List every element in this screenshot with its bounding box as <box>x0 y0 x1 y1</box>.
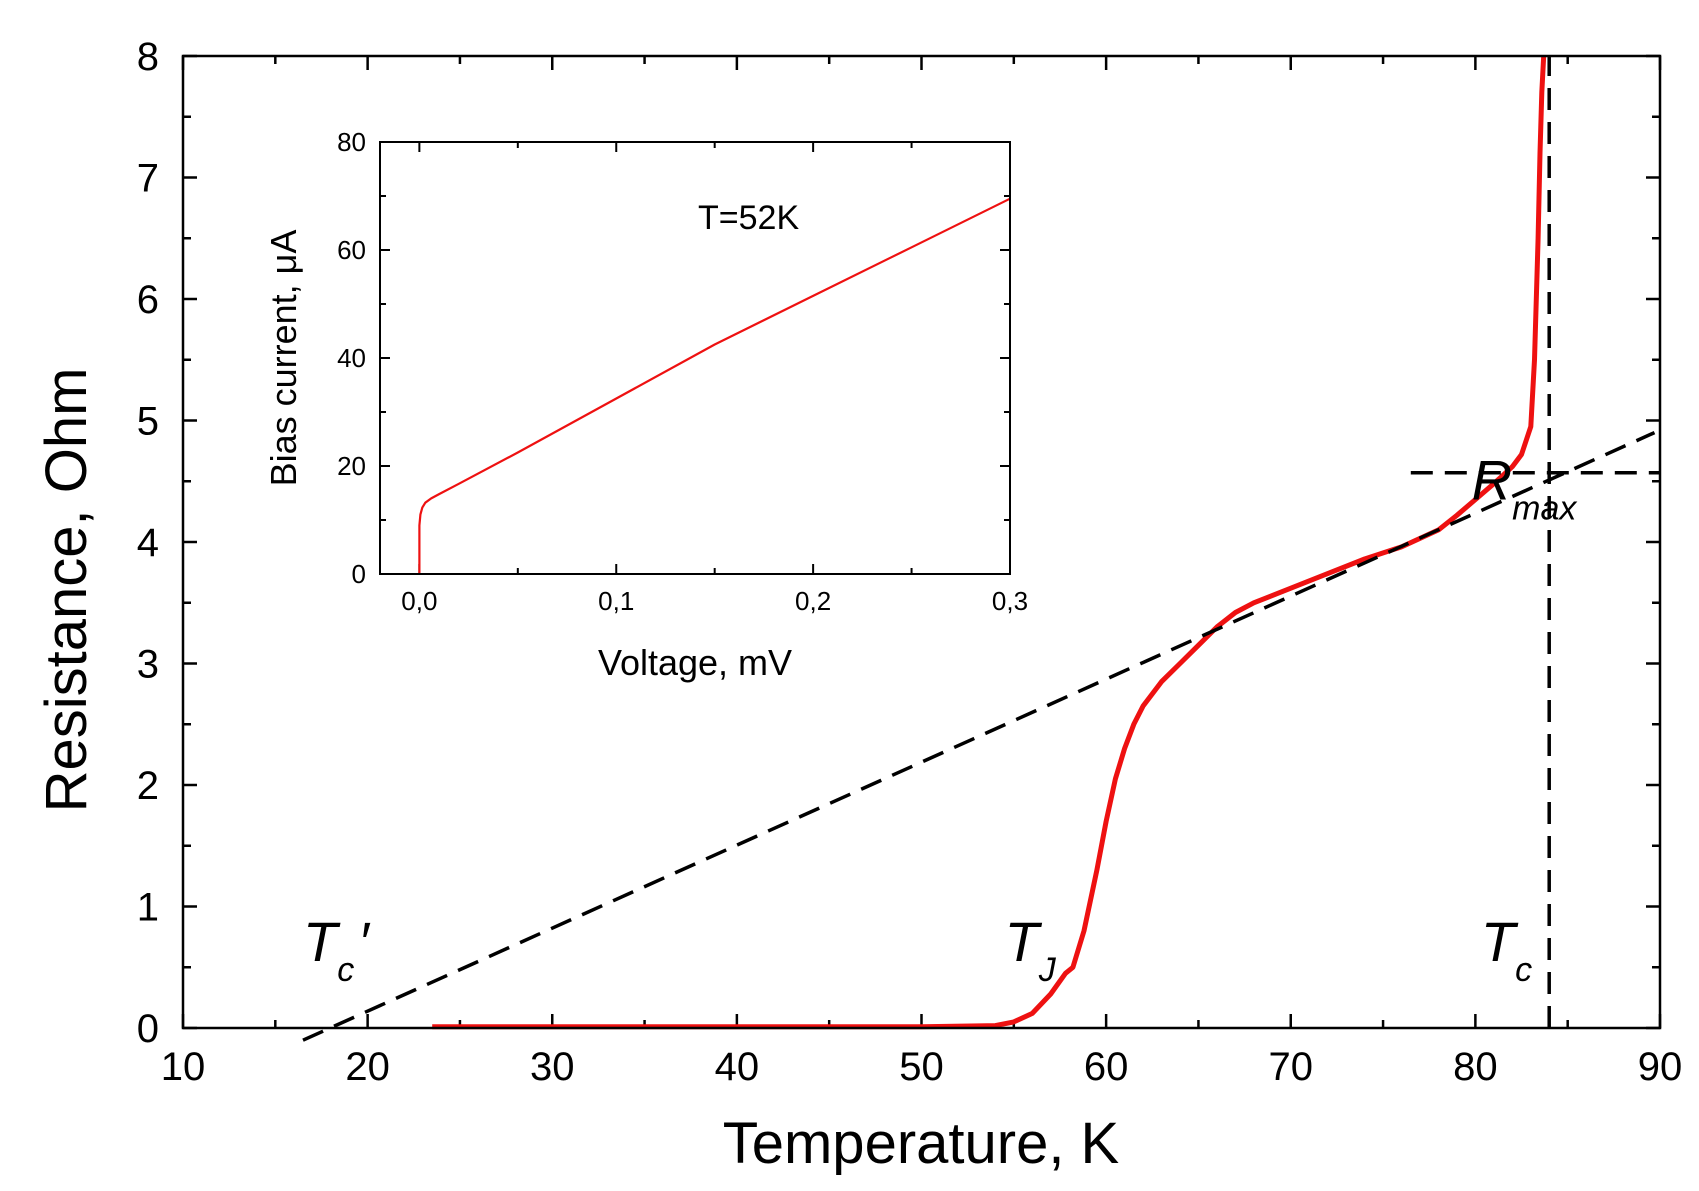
inset-y-axis-title: Bias current, μA <box>263 230 304 487</box>
inset-x-axis-title: Voltage, mV <box>598 642 792 683</box>
y-axis-title: Resistance, Ohm <box>34 368 99 813</box>
iv-curve <box>418 197 1011 574</box>
inset-y-tick-label: 40 <box>337 343 366 373</box>
inset-x-tick-label: 0,2 <box>795 586 831 616</box>
main-y-tick-label: 2 <box>137 764 159 808</box>
main-x-tick-label: 70 <box>1269 1045 1314 1089</box>
main-x-tick-label: 60 <box>1084 1045 1129 1089</box>
rmax-label: Rmax <box>1472 448 1578 527</box>
inset-title: T=52K <box>698 199 799 237</box>
main-x-ticks: 10 20 30 40 50 60 70 80 90 <box>161 56 1683 1089</box>
main-x-tick-label: 10 <box>161 1045 206 1089</box>
main-y-tick-label: 3 <box>137 643 159 687</box>
main-x-tick-label: 30 <box>530 1045 575 1089</box>
inset-y-tick-label: 60 <box>337 235 366 265</box>
main-series-group <box>302 55 1660 1042</box>
main-x-tick-label: 20 <box>345 1045 390 1089</box>
inset-y-tick-label: 80 <box>337 127 366 157</box>
inset-plot-frame <box>379 141 1011 575</box>
inset-y-tick-label: 0 <box>352 559 366 589</box>
extrapolation-dashed-line <box>302 431 1656 1042</box>
main-x-tick-label: 40 <box>715 1045 760 1089</box>
main-y-tick-label: 0 <box>137 1007 159 1051</box>
inset-x-ticks: 0,0 0,1 0,2 0,3 <box>401 142 1028 616</box>
inset-y-tick-label: 20 <box>337 451 366 481</box>
main-plot: 10 20 30 40 50 60 70 80 90 0 1 2 3 4 5 6 7 8 Tc′ TJ Tc Rmax… <box>34 35 1682 1176</box>
inset-plot: 0,0 0,1 0,2 0,3 0 20 40 60 80 T=52K Voltage, mV… <box>263 127 1028 683</box>
main-y-tick-label: 6 <box>137 278 159 322</box>
x-axis-title: Temperature, K <box>723 1111 1120 1176</box>
inset-x-tick-label: 0,3 <box>992 586 1028 616</box>
main-y-tick-label: 1 <box>137 886 159 930</box>
inset-x-tick-label: 0,0 <box>401 586 437 616</box>
main-y-tick-label: 5 <box>137 400 159 444</box>
tc-label: Tc <box>1481 910 1532 989</box>
main-y-tick-label: 7 <box>137 157 159 201</box>
inset-series-group <box>418 197 1011 574</box>
main-x-tick-label: 90 <box>1638 1045 1683 1089</box>
main-x-tick-label: 50 <box>899 1045 944 1089</box>
tj-label: TJ <box>1005 910 1057 989</box>
main-y-tick-label: 8 <box>137 35 159 79</box>
inset-y-ticks: 0 20 40 60 80 <box>337 127 1010 589</box>
main-x-tick-label: 80 <box>1453 1045 1498 1089</box>
main-annotations: Tc′ TJ Tc Rmax <box>303 448 1577 989</box>
inset-x-tick-label: 0,1 <box>598 586 634 616</box>
rt-curve <box>432 55 1547 1030</box>
tc-prime-label: Tc′ <box>303 910 371 989</box>
main-y-ticks: 0 1 2 3 4 5 6 7 8 <box>137 35 1660 1051</box>
main-plot-frame <box>181 54 1662 1030</box>
main-y-tick-label: 4 <box>137 521 159 565</box>
